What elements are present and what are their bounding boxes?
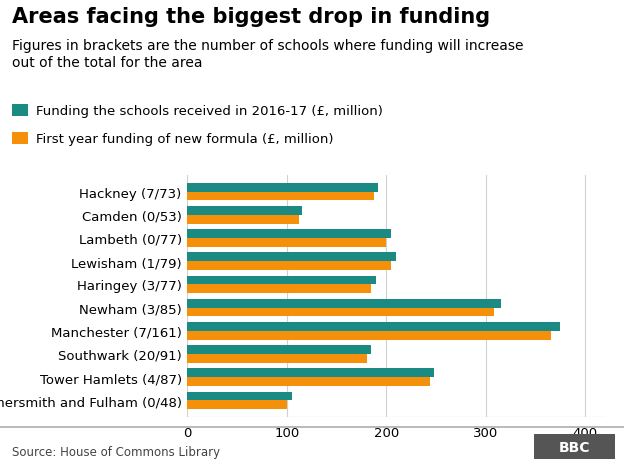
Bar xyxy=(187,230,391,238)
Text: Areas facing the biggest drop in funding: Areas facing the biggest drop in funding xyxy=(12,7,490,27)
Bar xyxy=(187,215,299,224)
Text: BBC: BBC xyxy=(558,439,590,454)
Bar xyxy=(187,192,374,201)
Bar xyxy=(187,299,500,308)
Text: Figures in brackets are the number of schools where funding will increase
out of: Figures in brackets are the number of sc… xyxy=(12,39,524,69)
Bar xyxy=(187,308,494,317)
Text: Source: House of Commons Library: Source: House of Commons Library xyxy=(12,445,221,458)
Text: Funding the schools received in 2016-17 (£, million): Funding the schools received in 2016-17 … xyxy=(36,105,383,118)
Bar xyxy=(187,206,301,215)
Bar xyxy=(187,285,371,294)
Bar xyxy=(187,392,291,400)
Bar xyxy=(187,400,287,409)
Text: First year funding of new formula (£, million): First year funding of new formula (£, mi… xyxy=(36,132,334,145)
Bar xyxy=(187,377,430,386)
Bar xyxy=(187,345,371,354)
Bar xyxy=(187,276,376,285)
Bar xyxy=(187,369,434,377)
Bar xyxy=(187,354,368,363)
Bar xyxy=(187,253,396,262)
Bar xyxy=(187,262,391,270)
Bar xyxy=(187,331,550,340)
Bar xyxy=(187,238,386,247)
Bar xyxy=(187,322,560,331)
Bar xyxy=(187,183,378,192)
